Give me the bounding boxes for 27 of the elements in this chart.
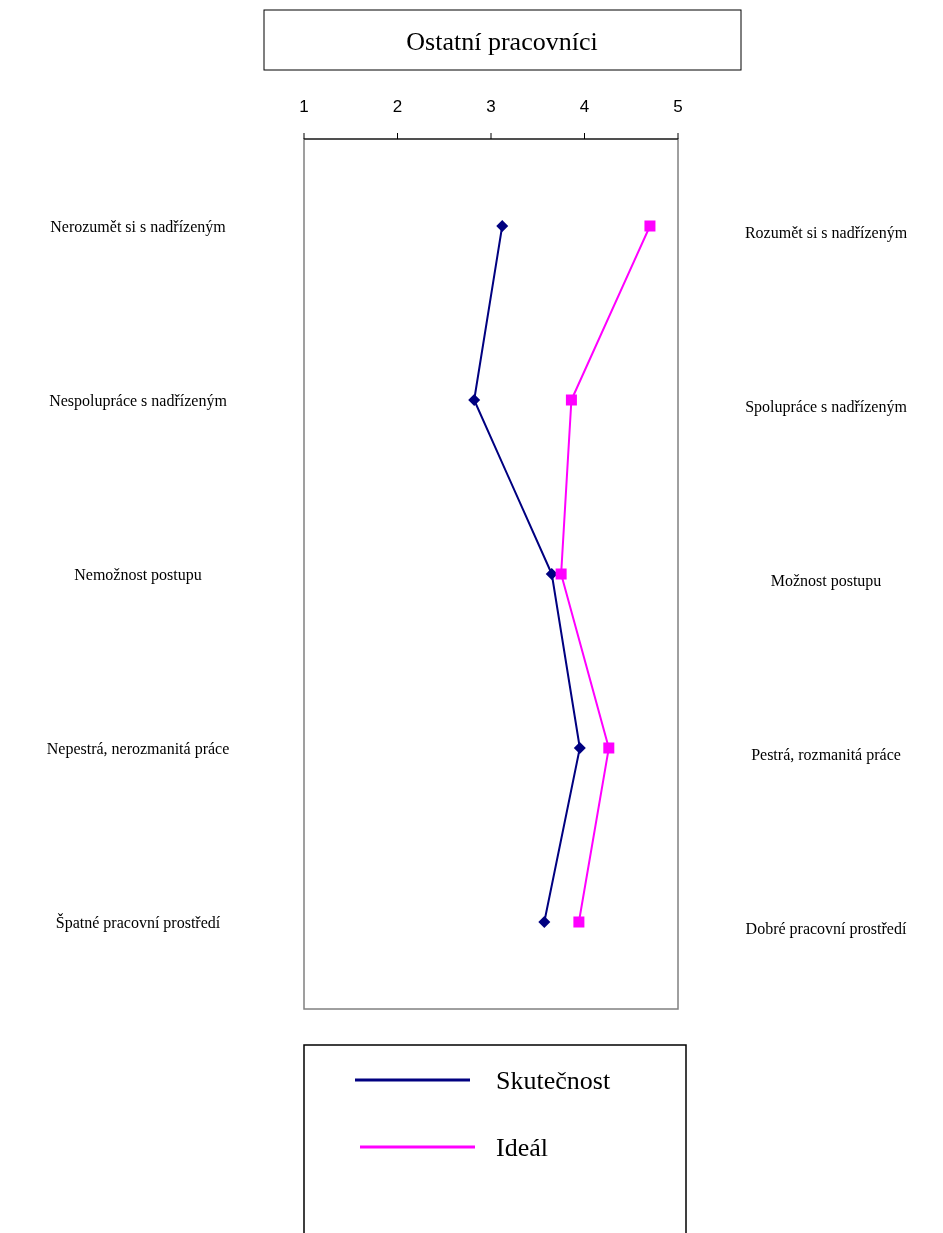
- x-tick-label: 1: [299, 97, 309, 116]
- legend-label: Ideál: [496, 1133, 548, 1162]
- y2-tick-label: Spolupráce s nadřízeným: [745, 398, 908, 416]
- y2-tick-label: Možnost postupu: [770, 572, 882, 590]
- y-tick-label: Nespolupráce s nadřízeným: [49, 392, 228, 410]
- point: [555, 568, 567, 580]
- y-tick-label: Nepestrá, nerozmanitá práce: [46, 740, 230, 758]
- point: [644, 220, 656, 232]
- y-tick-label: Nerozumět si s nadřízeným: [50, 218, 227, 236]
- y2-tick-label: Dobré pracovní prostředí: [745, 920, 907, 938]
- x-tick-label: 4: [579, 97, 590, 116]
- point: [573, 742, 586, 754]
- point: [565, 394, 577, 406]
- point: [496, 220, 509, 232]
- point: [468, 394, 481, 406]
- y-tick-label: Špatné pracovní prostředí: [55, 913, 221, 932]
- x-tick-label: 5: [673, 97, 683, 116]
- chart-title: Ostatní pracovníci: [406, 27, 598, 56]
- y-tick-label: Nemožnost postupu: [74, 566, 202, 584]
- x-tick-label: 2: [392, 97, 403, 116]
- point: [573, 916, 585, 928]
- y2-tick-label: Pestrá, rozmanitá práce: [751, 746, 901, 764]
- x-tick-label: 3: [486, 97, 496, 116]
- y2-tick-label: Rozumět si s nadřízeným: [744, 224, 908, 242]
- point: [603, 742, 615, 754]
- point: [538, 916, 551, 928]
- legend-label: Skutečnost: [496, 1066, 611, 1095]
